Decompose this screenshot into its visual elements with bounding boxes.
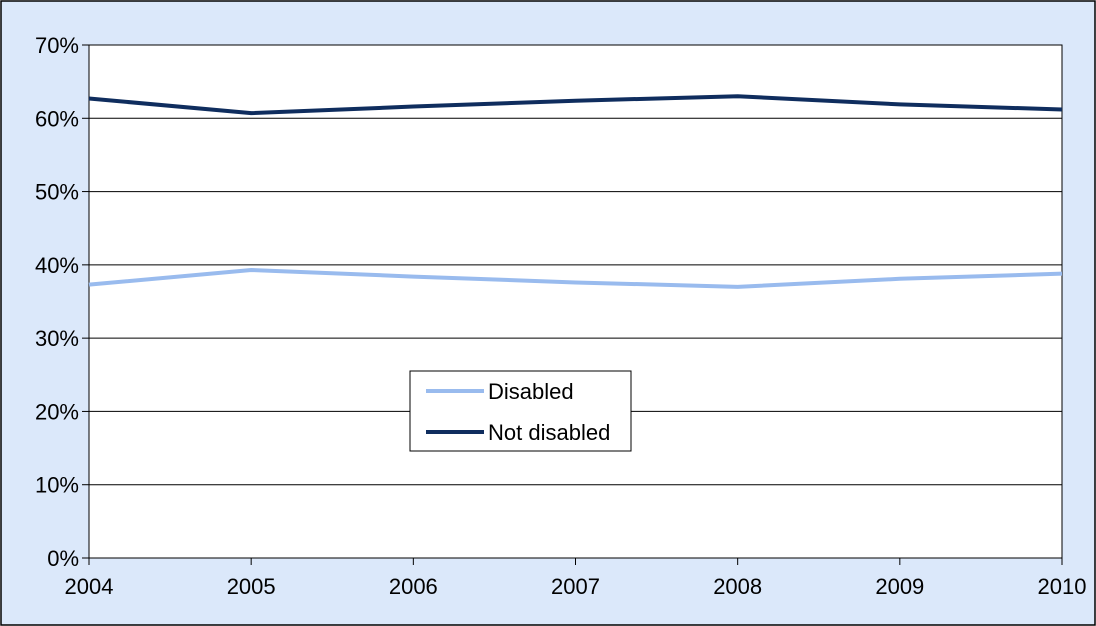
y-tick-label: 30% — [35, 326, 79, 351]
series-line-disabled — [88, 267, 1063, 289]
y-tick-label: 70% — [35, 33, 79, 58]
y-tick-label: 0% — [47, 546, 79, 571]
x-tick-label: 2005 — [227, 574, 276, 599]
x-tick-label: 2007 — [551, 574, 600, 599]
x-tick-label: 2008 — [713, 574, 762, 599]
axes: 0% 10% 20% 30% 40% 50% 60% 70% 2004 2005 2006 2007 2… — [35, 33, 1087, 599]
legend: Disabled Not disabled — [409, 370, 632, 452]
series-line-not-disabled — [88, 94, 1063, 116]
x-tick-label: 2009 — [875, 574, 924, 599]
legend-label-not-disabled: Not disabled — [488, 420, 610, 445]
gridlines — [89, 117, 1062, 486]
series-lines — [88, 94, 1063, 289]
plot-area — [88, 44, 1063, 559]
y-tick-label: 60% — [35, 106, 79, 131]
legend-label-disabled: Disabled — [488, 379, 574, 404]
x-tick-label: 2010 — [1038, 574, 1087, 599]
y-tick-label: 20% — [35, 399, 79, 424]
y-tick-label: 40% — [35, 253, 79, 278]
x-tick-label: 2006 — [389, 574, 438, 599]
legend-box — [409, 370, 632, 452]
y-tick-label: 50% — [35, 180, 79, 205]
y-tick-label: 10% — [35, 473, 79, 498]
x-tick-label: 2004 — [65, 574, 114, 599]
